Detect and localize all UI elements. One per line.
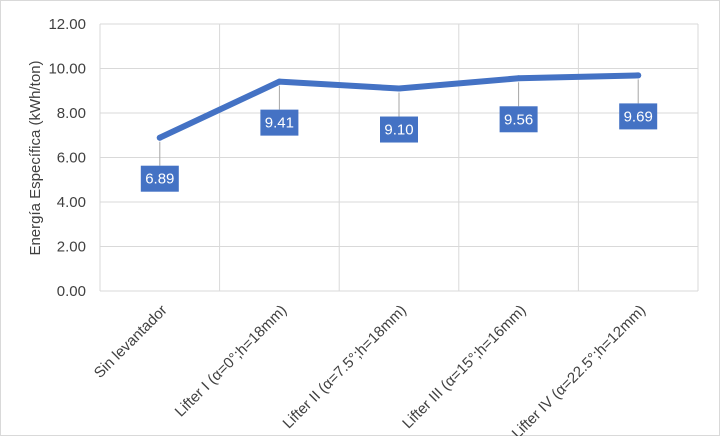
data-label: 6.89	[145, 171, 174, 188]
data-label-box	[499, 106, 538, 133]
y-axis-title: Energía Específica (kWh/ton)	[27, 60, 44, 255]
data-point	[515, 75, 522, 82]
data-label-box	[619, 103, 658, 130]
data-point	[156, 134, 163, 141]
y-axis-ticks: 0.00 2.00 4.00 6.00 8.00 10.00 12.00	[48, 16, 86, 300]
y-tick-label: 4.00	[57, 194, 86, 211]
y-tick-label: 10.00	[48, 61, 86, 78]
data-label: 9.56	[504, 111, 533, 128]
data-label-box	[260, 109, 299, 136]
y-tick-label: 6.00	[57, 150, 86, 167]
data-point	[396, 85, 402, 92]
y-tick-label: 8.00	[57, 105, 86, 122]
data-point	[276, 78, 283, 85]
data-label: 9.41	[265, 115, 294, 132]
data-label-box	[380, 116, 418, 143]
data-label-box	[140, 165, 179, 192]
y-tick-label: 0.00	[57, 283, 86, 300]
series-layer	[156, 72, 642, 141]
data-labels: 6.89 9.41 9.10 9.56 9.69	[140, 79, 658, 192]
y-tick-label: 12.00	[48, 16, 86, 33]
data-label: 9.10	[384, 122, 413, 139]
data-label: 9.69	[624, 108, 653, 125]
data-point	[635, 72, 642, 79]
y-tick-label: 2.00	[57, 239, 86, 256]
grid-layer	[99, 23, 699, 292]
